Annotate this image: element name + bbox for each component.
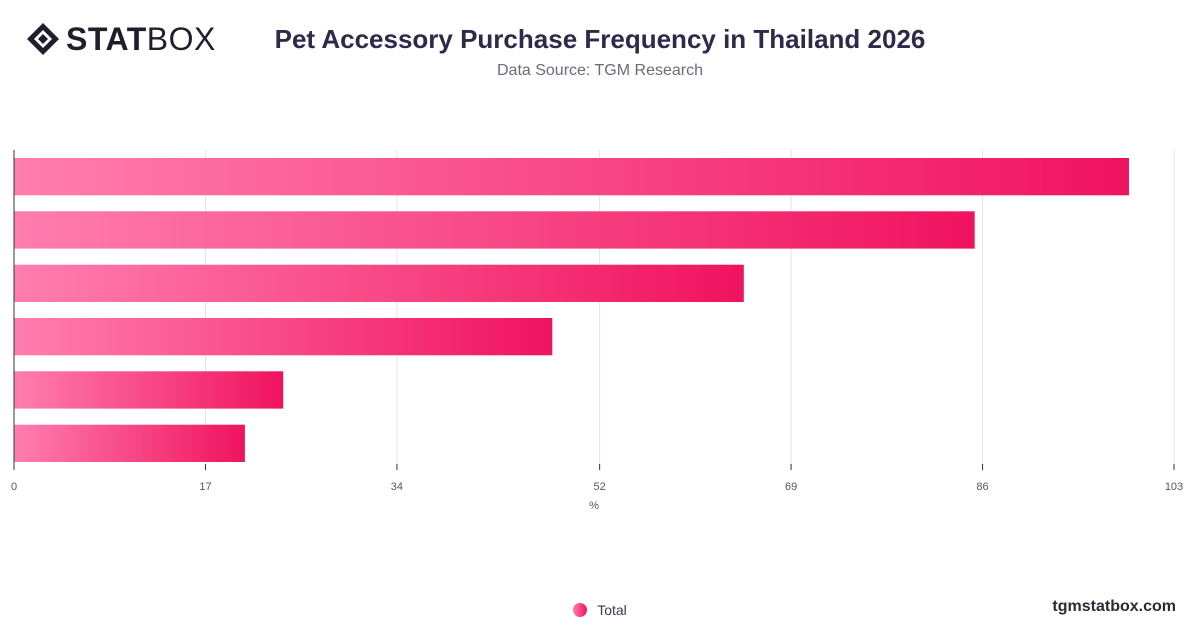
x-tick-label: 52: [594, 481, 606, 493]
x-tick-label: 34: [391, 481, 403, 493]
x-axis-label: %: [589, 500, 599, 512]
legend-swatch-dot: [573, 603, 588, 617]
watermark: tgmstatbox.com: [1052, 598, 1176, 615]
bar-1[interactable]: [14, 158, 1129, 196]
legend-label: Total: [597, 602, 627, 618]
bar-3[interactable]: [14, 264, 744, 302]
bar-4[interactable]: [14, 318, 553, 356]
bar-5[interactable]: [14, 371, 284, 409]
logo-wordmark-light: BOX: [146, 21, 216, 57]
bar-2[interactable]: [14, 211, 975, 249]
statbox-logo: STATBOX: [26, 22, 216, 56]
x-tick-label: 103: [1165, 481, 1183, 493]
x-tick-label: 0: [11, 481, 17, 493]
chart-legend[interactable]: Total: [0, 602, 1200, 618]
bar-6[interactable]: [14, 424, 245, 462]
x-tick-label: 17: [199, 481, 211, 493]
diamond-logo-icon: [27, 23, 59, 55]
x-tick-label: 69: [785, 481, 797, 493]
logo-wordmark-bold: STAT: [66, 21, 147, 57]
logo-wordmark: STATBOX: [66, 23, 216, 55]
chart-title: Pet Accessory Purchase Frequency in Thai…: [274, 24, 926, 54]
x-tick-label: 86: [976, 481, 988, 493]
chart-subtitle: Data Source: TGM Research: [496, 62, 703, 79]
